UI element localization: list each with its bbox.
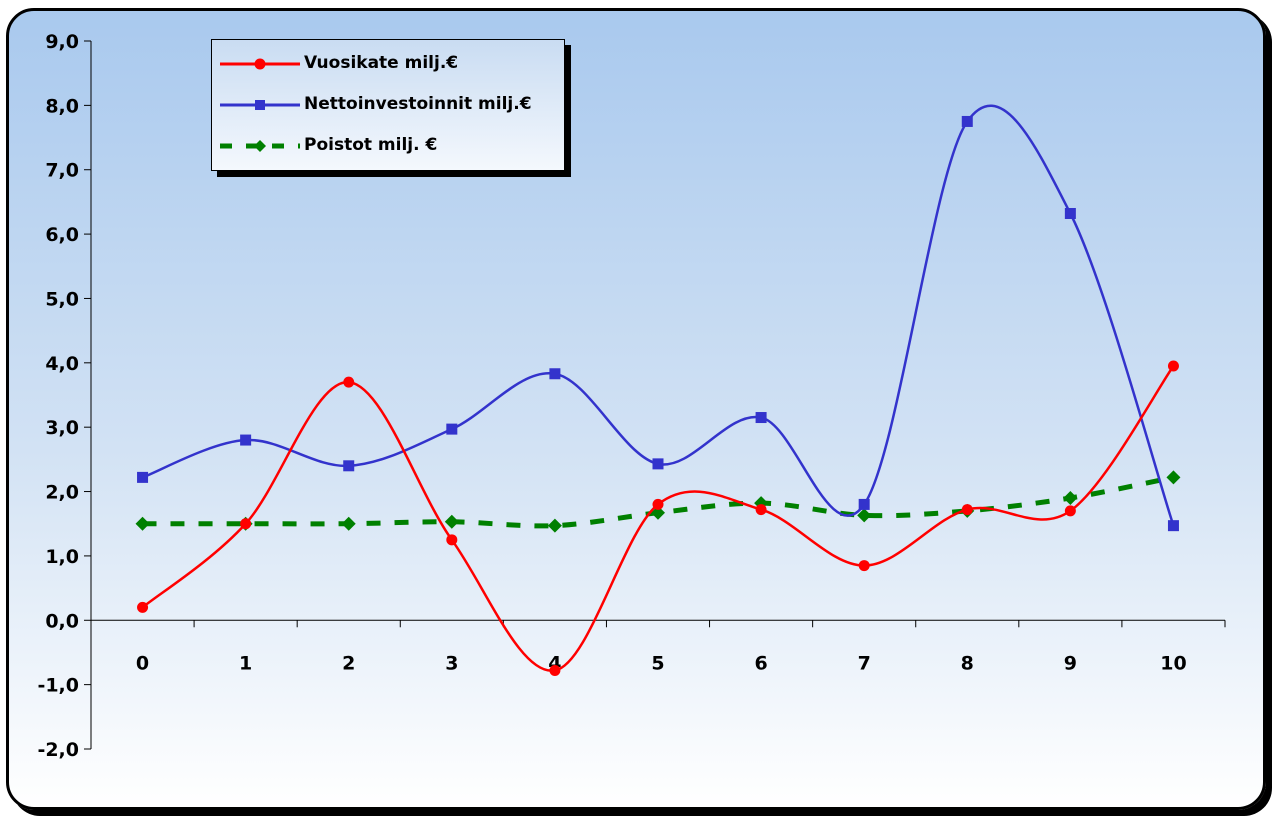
data-point-vuosikate [1167,360,1179,372]
legend-swatch-vuosikate [220,58,300,70]
data-point-vuosikate [961,504,973,516]
y-tick-label: 6,0 [45,224,79,246]
y-tick-label: 8,0 [45,95,79,117]
data-point-vuosikate [652,498,664,510]
x-tick-label: 6 [754,652,767,674]
data-point-nettoinvestoinnit [1167,520,1179,532]
y-tick-label: 1,0 [45,546,79,568]
data-point-vuosikate [549,664,561,676]
data-point-poistot [444,514,459,529]
x-tick-label: 2 [342,652,355,674]
legend-item-poistot: Poistot milj. € [212,126,564,166]
data-point-vuosikate [137,601,149,613]
data-point-poistot [341,516,356,531]
data-point-vuosikate [240,518,252,530]
legend-label-poistot: Poistot milj. € [304,135,438,155]
y-tick-label: 3,0 [45,417,79,439]
series-nettoinvestoinnit [137,104,1179,532]
y-tick-label: 0,0 [45,610,79,632]
data-point-nettoinvestoinnit [961,115,973,127]
data-point-nettoinvestoinnit [755,412,767,424]
data-point-poistot [1166,470,1181,485]
x-tick-label: 0 [136,652,149,674]
legend-swatch-nettoinvestoinnit [220,100,300,110]
data-point-vuosikate [755,504,767,516]
data-point-poistot [1063,490,1078,505]
legend-label-nettoinvestoinnit: Nettoinvestoinnit milj.€ [304,94,532,114]
legend: Vuosikate milj.€ Nettoinvestoinnit milj.… [211,39,565,171]
series-vuosikate [137,360,1179,676]
data-point-nettoinvestoinnit [240,434,252,446]
y-tick-labels: 9,0 8,0 7,0 6,0 5,0 4,0 3,0 2,0 1,0 0,0 -1,0 -2,0 [37,31,79,761]
legend-swatch-poistot [220,140,300,152]
data-point-vuosikate [1064,505,1076,517]
y-tick-label: 4,0 [45,353,79,375]
data-point-vuosikate [858,560,870,572]
x-tick-label: 1 [239,652,252,674]
x-tick-label: 8 [961,652,974,674]
y-tick-label: 2,0 [45,482,79,504]
legend-item-vuosikate: Vuosikate milj.€ [212,44,564,84]
data-point-vuosikate [343,376,355,388]
x-tick-label: 5 [651,652,664,674]
legend-label-vuosikate: Vuosikate milj.€ [304,53,459,73]
data-point-nettoinvestoinnit [858,498,870,510]
y-tick-label: 5,0 [45,288,79,310]
line-chart: 9,0 8,0 7,0 6,0 5,0 4,0 3,0 2,0 1,0 0,0 -1,0 -2,0 0… [37,31,1226,761]
x-tick-labels: 0 1 2 3 4 5 6 7 8 9 10 [136,652,1187,674]
y-tick-label: -1,0 [37,675,79,697]
data-point-nettoinvestoinnit [137,471,149,483]
x-tick-label: 7 [858,652,871,674]
y-tick-label: 7,0 [45,160,79,182]
data-point-poistot [857,508,872,523]
y-tick-label: -2,0 [37,739,79,761]
data-point-nettoinvestoinnit [446,423,458,435]
legend-item-nettoinvestoinnit: Nettoinvestoinnit milj.€ [212,85,564,125]
series-line-vuosikate [141,365,1175,672]
data-point-nettoinvestoinnit [549,368,561,380]
data-point-nettoinvestoinnit [652,458,664,470]
y-tick-label: 9,0 [45,31,79,53]
series-layer [135,104,1181,676]
axes [84,40,1226,750]
data-point-nettoinvestoinnit [343,460,355,472]
data-point-nettoinvestoinnit [1064,207,1076,219]
data-point-vuosikate [446,534,458,546]
x-tick-label: 9 [1064,652,1077,674]
chart-frame: 9,0 8,0 7,0 6,0 5,0 4,0 3,0 2,0 1,0 0,0 -1,0 -2,0 0… [6,8,1266,810]
x-tick-label: 3 [445,652,458,674]
x-tick-label: 10 [1160,652,1186,674]
data-point-poistot [547,518,562,533]
data-point-poistot [135,516,150,531]
